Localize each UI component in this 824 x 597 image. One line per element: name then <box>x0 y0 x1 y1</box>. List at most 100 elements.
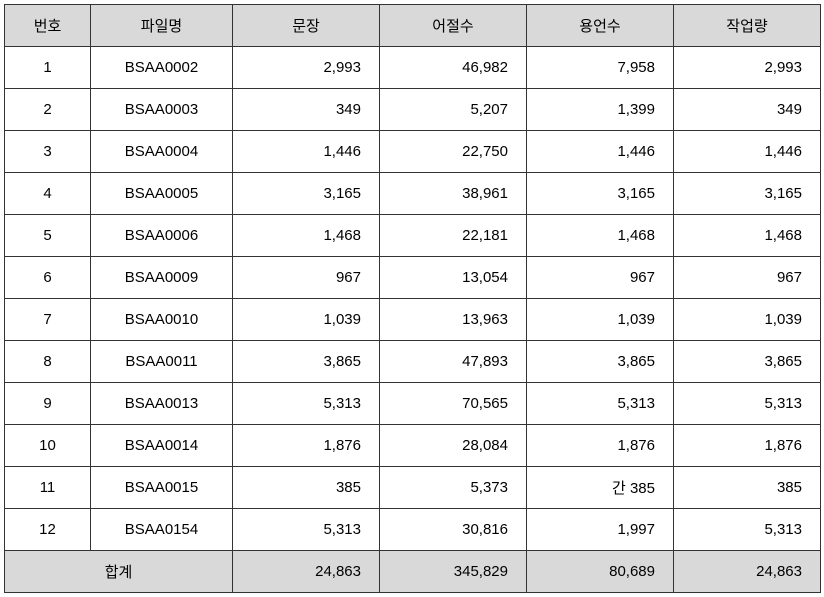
table-cell: 5,207 <box>380 89 527 131</box>
table-cell: 385 <box>233 467 380 509</box>
table-row: 5BSAA00061,46822,1811,4681,468 <box>5 215 821 257</box>
table-row: 9BSAA00135,31370,5655,3135,313 <box>5 383 821 425</box>
header-row: 번호 파일명 문장 어절수 용언수 작업량 <box>5 5 821 47</box>
table-cell: 46,982 <box>380 47 527 89</box>
table-cell: 12 <box>5 509 91 551</box>
table-cell: 22,750 <box>380 131 527 173</box>
table-cell: 5 <box>5 215 91 257</box>
table-cell: 385 <box>674 467 821 509</box>
table-cell: 1,876 <box>527 425 674 467</box>
table-cell: 2,993 <box>233 47 380 89</box>
table-cell: 28,084 <box>380 425 527 467</box>
col-header-words: 어절수 <box>380 5 527 47</box>
table-cell: 4 <box>5 173 91 215</box>
table-cell: 13,054 <box>380 257 527 299</box>
footer-label: 합계 <box>5 551 233 593</box>
table-cell: 6 <box>5 257 91 299</box>
table-cell: BSAA0013 <box>91 383 233 425</box>
footer-predicates: 80,689 <box>527 551 674 593</box>
table-cell: BSAA0015 <box>91 467 233 509</box>
table-cell: 1,997 <box>527 509 674 551</box>
table-cell: 1,468 <box>674 215 821 257</box>
table-cell: 1,039 <box>674 299 821 341</box>
table-cell: 3,865 <box>674 341 821 383</box>
table-cell: BSAA0004 <box>91 131 233 173</box>
table-cell: 9 <box>5 383 91 425</box>
table-cell: 8 <box>5 341 91 383</box>
table-cell: 349 <box>233 89 380 131</box>
table-cell: 3,865 <box>527 341 674 383</box>
col-header-file: 파일명 <box>91 5 233 47</box>
table-row: 6BSAA000996713,054967967 <box>5 257 821 299</box>
table-foot: 합계 24,863 345,829 80,689 24,863 <box>5 551 821 593</box>
table-row: 3BSAA00041,44622,7501,4461,446 <box>5 131 821 173</box>
table-cell: 1,446 <box>527 131 674 173</box>
table-cell: 3,865 <box>233 341 380 383</box>
table-cell: 967 <box>233 257 380 299</box>
table-cell: 967 <box>527 257 674 299</box>
table-cell: 5,313 <box>674 509 821 551</box>
table-row: 2BSAA00033495,2071,399349 <box>5 89 821 131</box>
table-cell: BSAA0154 <box>91 509 233 551</box>
table-row: 7BSAA00101,03913,9631,0391,039 <box>5 299 821 341</box>
table-cell: 13,963 <box>380 299 527 341</box>
table-cell: 5,313 <box>674 383 821 425</box>
table-cell: 2,993 <box>674 47 821 89</box>
table-cell: 3,165 <box>233 173 380 215</box>
footer-words: 345,829 <box>380 551 527 593</box>
table-cell: 7,958 <box>527 47 674 89</box>
table-cell: 967 <box>674 257 821 299</box>
table-row: 12BSAA01545,31330,8161,9975,313 <box>5 509 821 551</box>
table-cell: 22,181 <box>380 215 527 257</box>
table-cell: 1,876 <box>674 425 821 467</box>
table-cell: 5,313 <box>233 509 380 551</box>
col-header-predicates: 용언수 <box>527 5 674 47</box>
col-header-sentences: 문장 <box>233 5 380 47</box>
footer-row: 합계 24,863 345,829 80,689 24,863 <box>5 551 821 593</box>
table-cell: 1,468 <box>233 215 380 257</box>
table-cell: 11 <box>5 467 91 509</box>
table-cell: 1,876 <box>233 425 380 467</box>
table-cell: 47,893 <box>380 341 527 383</box>
table-row: 8BSAA00113,86547,8933,8653,865 <box>5 341 821 383</box>
col-header-num: 번호 <box>5 5 91 47</box>
table-cell: 30,816 <box>380 509 527 551</box>
table-cell: 5,373 <box>380 467 527 509</box>
table-cell: 1 <box>5 47 91 89</box>
table-cell: BSAA0002 <box>91 47 233 89</box>
table-cell: 1,446 <box>674 131 821 173</box>
table-head: 번호 파일명 문장 어절수 용언수 작업량 <box>5 5 821 47</box>
table-cell: 간 385 <box>527 467 674 509</box>
table-row: 4BSAA00053,16538,9613,1653,165 <box>5 173 821 215</box>
table-row: 1BSAA00022,99346,9827,9582,993 <box>5 47 821 89</box>
table-cell: 1,039 <box>233 299 380 341</box>
table-cell: 1,399 <box>527 89 674 131</box>
col-header-workload: 작업량 <box>674 5 821 47</box>
table-cell: 3,165 <box>674 173 821 215</box>
table-cell: 38,961 <box>380 173 527 215</box>
table-cell: 10 <box>5 425 91 467</box>
table-cell: BSAA0010 <box>91 299 233 341</box>
table-cell: 3,165 <box>527 173 674 215</box>
table-row: 10BSAA00141,87628,0841,8761,876 <box>5 425 821 467</box>
table-row: 11BSAA00153855,373간 385385 <box>5 467 821 509</box>
table-cell: 1,468 <box>527 215 674 257</box>
table-cell: 3 <box>5 131 91 173</box>
table-cell: BSAA0009 <box>91 257 233 299</box>
table-cell: BSAA0006 <box>91 215 233 257</box>
table-cell: 70,565 <box>380 383 527 425</box>
table-cell: 1,446 <box>233 131 380 173</box>
table-body: 1BSAA00022,99346,9827,9582,9932BSAA00033… <box>5 47 821 551</box>
table-cell: 5,313 <box>527 383 674 425</box>
data-table: 번호 파일명 문장 어절수 용언수 작업량 1BSAA00022,99346,9… <box>4 4 821 593</box>
table-cell: 1,039 <box>527 299 674 341</box>
table-cell: 5,313 <box>233 383 380 425</box>
table-cell: BSAA0011 <box>91 341 233 383</box>
table-cell: 2 <box>5 89 91 131</box>
footer-workload: 24,863 <box>674 551 821 593</box>
table-cell: BSAA0003 <box>91 89 233 131</box>
footer-sentences: 24,863 <box>233 551 380 593</box>
table-cell: 349 <box>674 89 821 131</box>
table-cell: BSAA0014 <box>91 425 233 467</box>
table-cell: BSAA0005 <box>91 173 233 215</box>
